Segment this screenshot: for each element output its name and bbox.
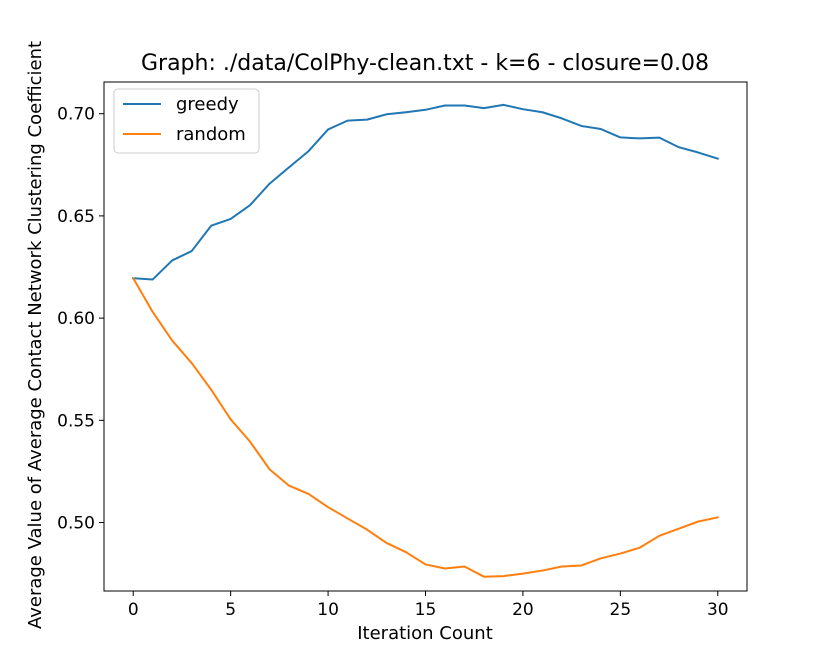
- x-tick-label: 25: [610, 600, 632, 620]
- y-tick-label: 0.50: [57, 514, 95, 534]
- chart-title: Graph: ./data/ColPhy-clean.txt - k=6 - c…: [141, 51, 709, 76]
- y-tick-label: 0.65: [57, 207, 95, 227]
- plot-area: 0 5 10 15 20 25 30 0.50 0.55 0.60 0.65 0.70: [57, 81, 748, 620]
- x-axis-label: Iteration Count: [357, 623, 493, 644]
- legend-label-random: random: [176, 124, 246, 145]
- series-line-random: [131, 276, 719, 578]
- legend-label-greedy: greedy: [176, 94, 239, 115]
- x-tick-label: 10: [317, 600, 339, 620]
- y-tick-label: 0.70: [57, 105, 95, 125]
- y-axis-label: Average Value of Average Contact Network…: [25, 41, 46, 629]
- x-tick-label: 5: [225, 600, 236, 620]
- x-tick-label: 30: [707, 600, 729, 620]
- x-tick-label: 15: [415, 600, 437, 620]
- legend: greedy random: [113, 88, 260, 154]
- x-tick-label: 0: [128, 600, 139, 620]
- series-line-greedy: [132, 103, 720, 281]
- y-tick-label: 0.60: [57, 309, 95, 329]
- x-tick-label: 20: [512, 600, 534, 620]
- y-tick-label: 0.55: [57, 411, 95, 431]
